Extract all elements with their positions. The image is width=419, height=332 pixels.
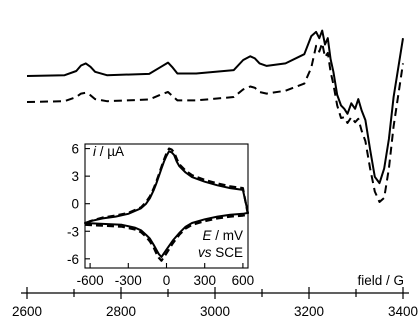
main-series-group [26, 29, 404, 203]
inset-x-axis-label: E / mV [202, 228, 243, 243]
inset-y-tick-label: 3 [71, 169, 79, 184]
inset-reference-electrode-label: vs SCE [198, 245, 243, 260]
main-x-axis-label: field / G [357, 273, 404, 288]
inset-y-symbol: i [93, 144, 97, 159]
inset-y-unit: / µA [96, 144, 124, 159]
inset-y-tick-label: -3 [67, 224, 79, 239]
main-x-tick-label: 2800 [106, 304, 136, 319]
inset-y-tick-label: -6 [67, 252, 79, 267]
inset-series-dashed-loop [83, 147, 250, 262]
inset-x-tick-label: 300 [193, 273, 216, 288]
inset-x-symbol: E [202, 228, 212, 243]
main-x-tick-label: 2600 [12, 304, 42, 319]
inset-x-tick-label: -600 [77, 273, 104, 288]
inset-ticks: -600 -300 0 300 600 6 3 0 -3 -6 [67, 142, 254, 288]
main-series-solid-line [26, 29, 404, 185]
main-series-dashed-line [26, 42, 404, 203]
inset-y-tick-label: 0 [71, 197, 79, 212]
inset-background [85, 144, 248, 268]
main-x-tick-label: 3200 [294, 304, 324, 319]
inset-x-tick-label: -300 [115, 273, 142, 288]
main-x-ticks: 2600 2800 3000 3200 3400 [12, 287, 418, 319]
main-spectrum-plot: 2600 2800 3000 3200 3400 field / G [12, 29, 418, 319]
cv-inset-plot: -600 -300 0 300 600 6 3 0 -3 -6 i / µA E / mV vs … [67, 142, 254, 288]
inset-series-group [83, 147, 250, 262]
inset-x-unit: / mV [211, 228, 243, 243]
inset-ref-name: SCE [211, 245, 243, 260]
main-x-tick-label: 3400 [388, 304, 418, 319]
inset-x-tick-label: 0 [163, 273, 171, 288]
inset-series-solid-loop [84, 150, 249, 258]
inset-ref-prefix: vs [198, 245, 212, 260]
inset-y-tick-label: 6 [71, 142, 79, 157]
inset-y-axis-label: i / µA [93, 144, 124, 159]
inset-x-tick-label: 600 [232, 273, 255, 288]
main-x-tick-label: 3000 [200, 304, 230, 319]
